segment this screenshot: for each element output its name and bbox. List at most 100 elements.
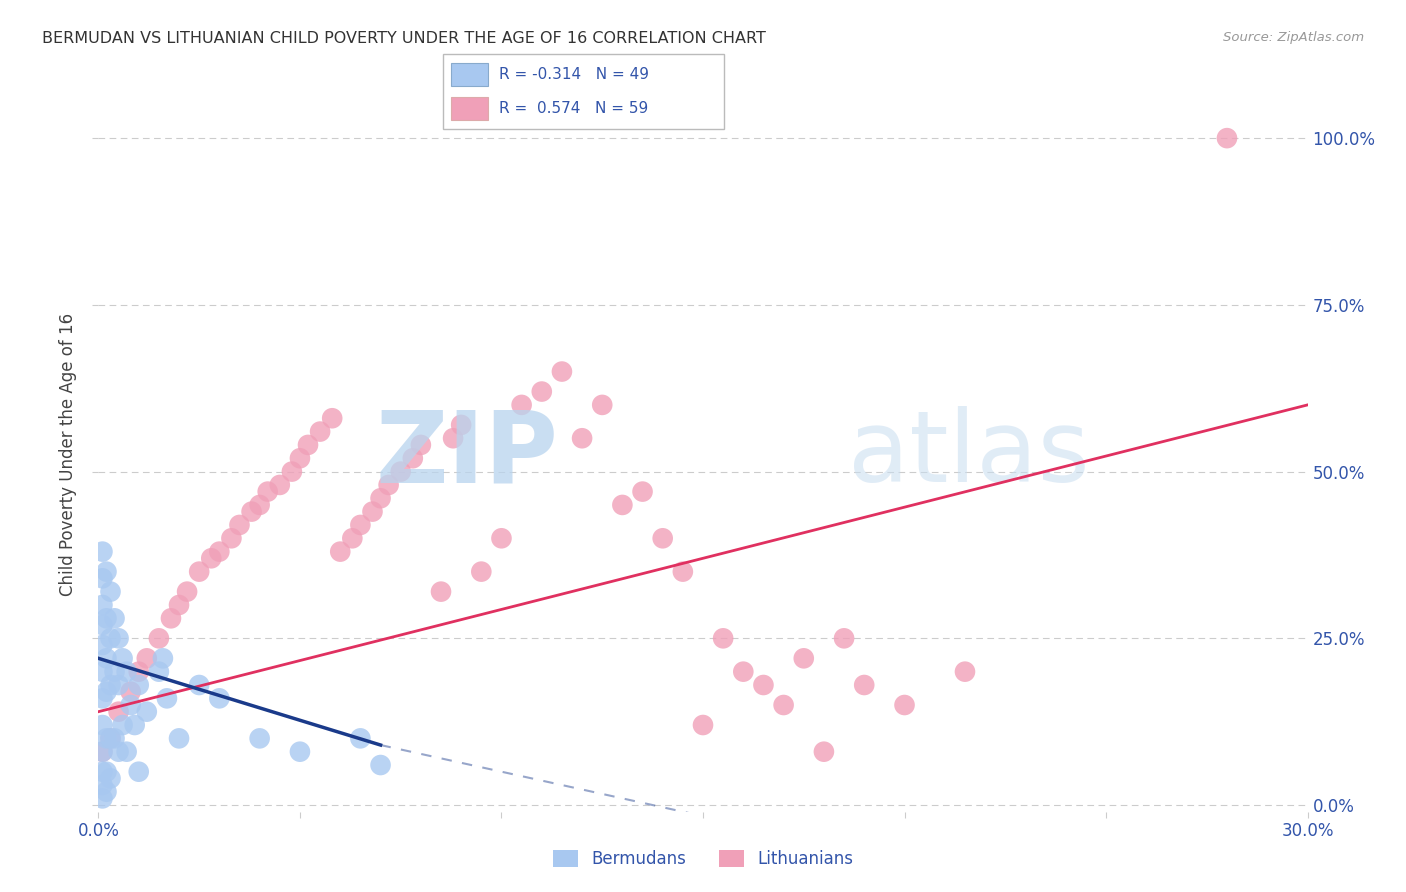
Y-axis label: Child Poverty Under the Age of 16: Child Poverty Under the Age of 16 [59, 313, 77, 597]
Point [510, 398, 533, 412]
Point [309, 425, 332, 439]
Point [107, 745, 129, 759]
Point [115, 665, 138, 679]
Point [167, 598, 190, 612]
Point [135, 705, 157, 719]
Point [167, 731, 190, 746]
Point [256, 484, 278, 499]
Point [349, 518, 371, 533]
Point [96, 611, 118, 625]
Point [111, 718, 134, 732]
Point [551, 365, 574, 379]
Point [100, 731, 122, 746]
Point [100, 584, 122, 599]
Text: Source: ZipAtlas.com: Source: ZipAtlas.com [1223, 31, 1364, 45]
Point [103, 665, 125, 679]
Point [733, 665, 755, 679]
Point [96, 565, 118, 579]
Point [91, 665, 114, 679]
Point [269, 478, 291, 492]
Point [100, 731, 122, 746]
Point [107, 678, 129, 692]
Point [651, 531, 673, 545]
Point [409, 438, 432, 452]
Point [288, 451, 311, 466]
Point [450, 417, 472, 432]
Point [128, 764, 150, 779]
Point [103, 731, 125, 746]
Point [370, 491, 392, 506]
Point [120, 698, 142, 712]
Point [893, 698, 915, 712]
Point [91, 544, 114, 558]
Point [441, 431, 464, 445]
Point [96, 764, 118, 779]
Point [91, 691, 114, 706]
Point [631, 484, 654, 499]
Point [188, 678, 211, 692]
Point [107, 632, 129, 646]
Point [370, 758, 392, 772]
Point [813, 745, 835, 759]
Point [160, 611, 183, 625]
Text: ZIP: ZIP [375, 407, 558, 503]
Point [107, 705, 129, 719]
Point [176, 584, 198, 599]
Legend: Bermudans, Lithuanians: Bermudans, Lithuanians [546, 843, 860, 875]
Point [115, 745, 138, 759]
Point [100, 632, 122, 646]
Text: R =  0.574   N = 59: R = 0.574 N = 59 [499, 102, 648, 116]
Point [91, 598, 114, 612]
Point [571, 431, 593, 445]
Point [96, 651, 118, 665]
Point [530, 384, 553, 399]
Point [124, 718, 146, 732]
Point [91, 745, 114, 759]
Point [1216, 131, 1239, 145]
Point [103, 611, 125, 625]
Point [832, 632, 855, 646]
Point [120, 684, 142, 698]
Point [100, 772, 122, 786]
Point [91, 791, 114, 805]
Point [96, 785, 118, 799]
Text: R = -0.314   N = 49: R = -0.314 N = 49 [499, 67, 650, 82]
Point [321, 411, 343, 425]
Point [152, 651, 174, 665]
Point [361, 505, 384, 519]
Point [96, 731, 118, 746]
Point [672, 565, 695, 579]
Point [752, 678, 775, 692]
Point [297, 438, 319, 452]
Point [711, 632, 734, 646]
Point [188, 565, 211, 579]
Text: BERMUDAN VS LITHUANIAN CHILD POVERTY UNDER THE AGE OF 16 CORRELATION CHART: BERMUDAN VS LITHUANIAN CHILD POVERTY UND… [42, 31, 766, 46]
FancyBboxPatch shape [443, 54, 724, 129]
Point [491, 531, 513, 545]
Point [148, 632, 170, 646]
Point [91, 745, 114, 759]
Point [692, 718, 714, 732]
Point [591, 398, 613, 412]
Point [953, 665, 976, 679]
Text: atlas: atlas [848, 407, 1090, 503]
Point [240, 505, 263, 519]
Point [402, 451, 425, 466]
Point [772, 698, 794, 712]
Point [91, 718, 114, 732]
Point [96, 684, 118, 698]
Point [91, 571, 114, 585]
Point [853, 678, 876, 692]
Point [793, 651, 815, 665]
FancyBboxPatch shape [451, 63, 488, 87]
Point [91, 778, 114, 792]
Point [281, 465, 304, 479]
Point [200, 551, 222, 566]
Point [342, 531, 364, 545]
Point [91, 764, 114, 779]
Point [249, 498, 271, 512]
Point [91, 618, 114, 632]
Point [377, 478, 399, 492]
Point [156, 691, 179, 706]
Point [612, 498, 634, 512]
